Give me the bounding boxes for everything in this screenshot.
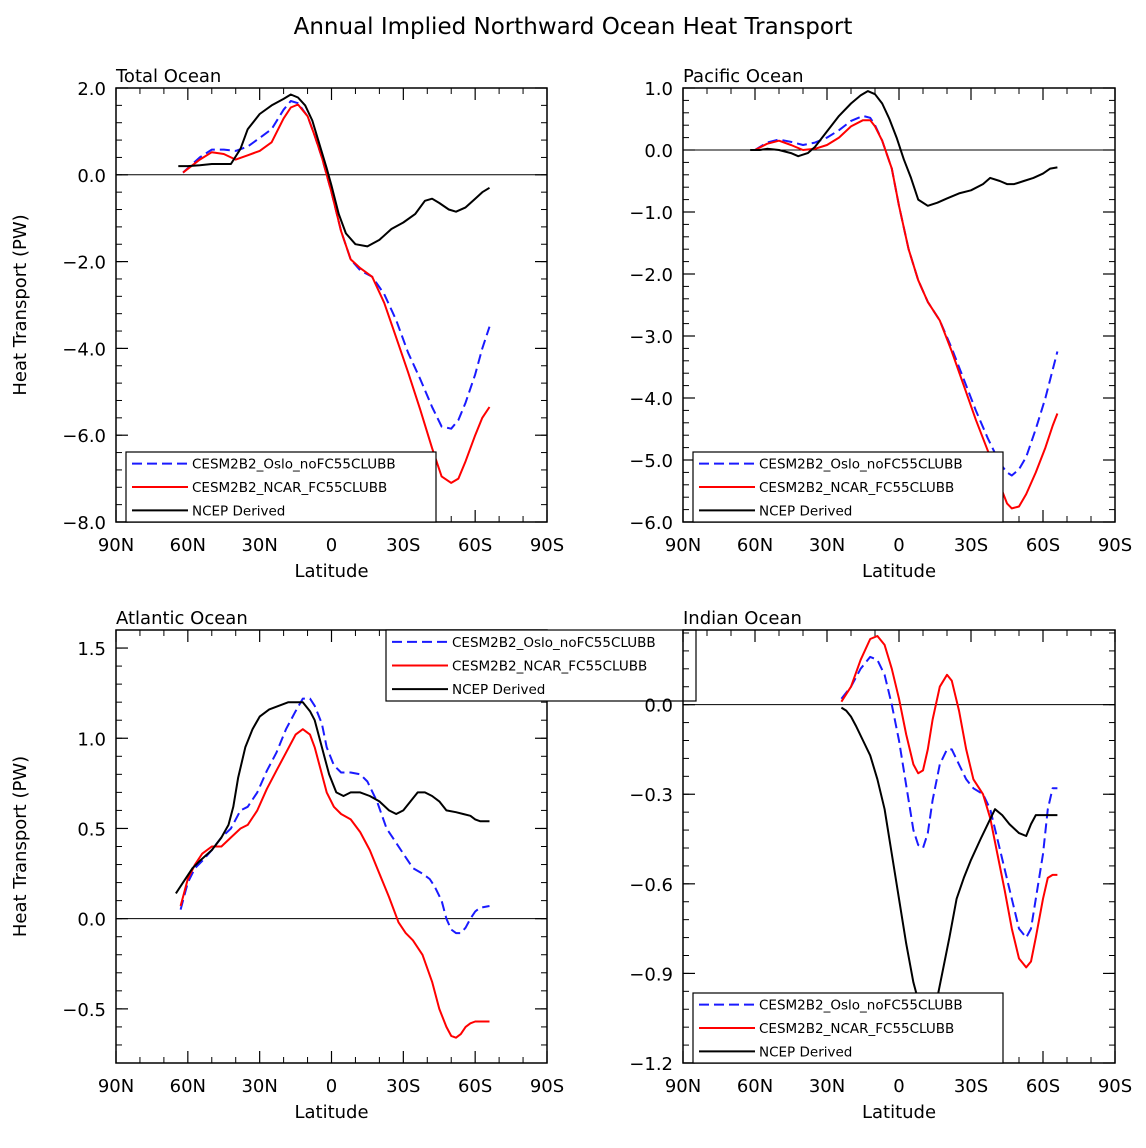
x-tick-label: 30N [809, 535, 845, 556]
y-tick-label: −0.6 [629, 875, 673, 896]
x-tick-label: 30S [954, 1076, 988, 1097]
legend: CESM2B2_Oslo_noFC55CLUBB CESM2B2_NCAR_FC5… [692, 992, 1004, 1064]
x-tick-label: 30N [241, 1076, 277, 1097]
legend-label: CESM2B2_Oslo_noFC55CLUBB [192, 457, 396, 473]
x-tick-label: 90N [98, 1076, 134, 1097]
x-tick-label: 90S [1098, 1076, 1132, 1097]
y-tick-label: −0.9 [629, 964, 673, 985]
panel-indian-ocean: 90N 60N 30N 0 30S 60S 90S 0.0 −0.3 −0.6 −0.9 −1.2 In… [629, 608, 1132, 1123]
x-tick-label: 30S [386, 1076, 420, 1097]
y-tick-label: −5.0 [629, 451, 673, 472]
y-tick-label: 1.5 [77, 639, 106, 660]
legend-label: NCEP Derived [759, 1044, 852, 1060]
panel-title: Indian Ocean [683, 608, 802, 629]
y-tick-label: −6.0 [62, 426, 106, 447]
x-axis-label: Latitude [862, 561, 936, 582]
y-tick-label: 0.0 [644, 696, 673, 717]
y-tick-label: −1.0 [629, 203, 673, 224]
legend-label: CESM2B2_NCAR_FC55CLUBB [759, 480, 954, 496]
legend: CESM2B2_Oslo_noFC55CLUBB CESM2B2_NCAR_FC5… [692, 451, 1004, 523]
y-tick-label: −0.5 [62, 1000, 106, 1021]
y-tick-label: −4.0 [629, 389, 673, 410]
x-tick-label: 30S [386, 535, 420, 556]
y-tick-label: −1.2 [629, 1054, 673, 1075]
y-axis-label: Heat Transport (PW) [10, 214, 31, 395]
x-tick-label: 90S [530, 535, 564, 556]
series-line-oslo [182, 100, 491, 430]
legend-label: CESM2B2_Oslo_noFC55CLUBB [759, 457, 963, 473]
series-line-ncep [750, 90, 1058, 207]
x-tick-label: 0 [326, 1076, 337, 1097]
y-tick-label: −2.0 [62, 253, 106, 274]
x-tick-label: 30S [954, 535, 988, 556]
x-tick-label: 0 [893, 535, 904, 556]
y-tick-label: 0.0 [77, 166, 106, 187]
x-axis-label: Latitude [294, 561, 368, 582]
panel-title: Pacific Ocean [683, 66, 804, 87]
x-axis-label: Latitude [862, 1102, 936, 1123]
x-tick-label: 90N [98, 535, 134, 556]
x-tick-label: 0 [326, 535, 337, 556]
x-tick-label: 60S [458, 1076, 492, 1097]
y-tick-label: −3.0 [629, 327, 673, 348]
legend-label: CESM2B2_NCAR_FC55CLUBB [452, 659, 647, 675]
main-title: Annual Implied Northward Ocean Heat Tran… [294, 14, 853, 40]
legend: CESM2B2_Oslo_noFC55CLUBB CESM2B2_NCAR_FC5… [385, 629, 697, 702]
series-line-ncep [840, 706, 1058, 1020]
panel-title: Atlantic Ocean [116, 608, 248, 629]
series-line-oslo [840, 655, 1058, 939]
x-tick-label: 60N [170, 535, 206, 556]
x-tick-label: 90S [530, 1076, 564, 1097]
y-tick-label: −2.0 [629, 265, 673, 286]
x-tick-label: 60N [170, 1076, 206, 1097]
y-axis-label: Heat Transport (PW) [10, 756, 31, 937]
x-tick-label: 60N [737, 1076, 773, 1097]
panel-title: Total Ocean [115, 66, 221, 87]
panel-pacific-ocean: 90N 60N 30N 0 30S 60S 90S 1.0 0.0 −1.0 −2.0 −3.0 −4.… [629, 66, 1132, 582]
series-line-ncep [175, 701, 490, 894]
legend: CESM2B2_Oslo_noFC55CLUBB CESM2B2_NCAR_FC5… [125, 451, 437, 523]
y-tick-label: 2.0 [77, 79, 106, 100]
series-line-ncep [178, 93, 491, 248]
series-line-oslo [754, 114, 1059, 477]
plot-frame [115, 629, 548, 1064]
x-tick-label: 60N [737, 535, 773, 556]
y-tick-label: 1.0 [644, 79, 673, 100]
y-tick-label: −0.3 [629, 785, 673, 806]
panel-atlantic-ocean: 90N 60N 30N 0 30S 60S 90S 1.5 1.0 0.5 0.0 −0.5 Atlan… [10, 608, 697, 1123]
y-tick-label: 1.0 [77, 729, 106, 750]
series-line-ncar [182, 103, 491, 484]
y-tick-label: −8.0 [62, 513, 106, 534]
series-line-ncar [179, 728, 490, 1039]
panel-total-ocean: 90N 60N 30N 0 30S 60S 90S 2.0 0.0 −2.0 −4.0 −6.0 −8.… [10, 66, 564, 582]
x-tick-label: 90N [665, 1076, 701, 1097]
legend-label: CESM2B2_Oslo_noFC55CLUBB [759, 998, 963, 1014]
legend-label: NCEP Derived [759, 503, 852, 519]
series-line-oslo [179, 697, 490, 935]
legend-label: CESM2B2_NCAR_FC55CLUBB [192, 480, 387, 496]
legend-label: NCEP Derived [452, 682, 545, 698]
x-tick-label: 60S [458, 535, 492, 556]
x-tick-label: 0 [893, 1076, 904, 1097]
y-tick-label: −6.0 [629, 513, 673, 534]
x-tick-label: 90S [1098, 535, 1132, 556]
y-tick-label: 0.0 [77, 910, 106, 931]
x-tick-label: 60S [1026, 535, 1060, 556]
series-line-ncar [840, 635, 1058, 969]
legend-label: CESM2B2_NCAR_FC55CLUBB [759, 1021, 954, 1037]
x-tick-label: 30N [809, 1076, 845, 1097]
x-tick-label: 60S [1026, 1076, 1060, 1097]
legend-label: NCEP Derived [192, 503, 285, 519]
legend-label: CESM2B2_Oslo_noFC55CLUBB [452, 635, 656, 651]
x-tick-label: 30N [241, 535, 277, 556]
x-axis-label: Latitude [294, 1102, 368, 1123]
y-tick-label: −4.0 [62, 339, 106, 360]
x-tick-label: 90N [665, 535, 701, 556]
y-tick-label: 0.5 [77, 819, 106, 840]
y-tick-label: 0.0 [644, 141, 673, 162]
series-line-ncar [754, 119, 1059, 510]
